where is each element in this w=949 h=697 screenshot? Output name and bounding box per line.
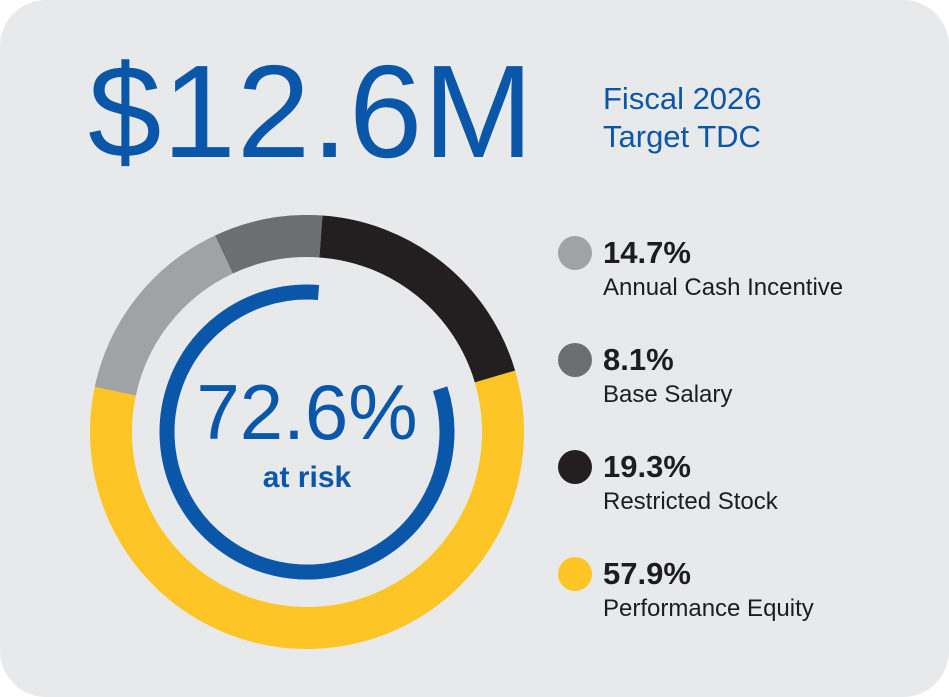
- legend-value: 8.1%: [603, 342, 674, 377]
- donut-slice-annual-cash-incentive: [94, 235, 234, 397]
- subtitle-line-2: Target TDC: [603, 119, 761, 154]
- legend-label: Restricted Stock: [603, 488, 778, 515]
- at-risk-label: at risk: [262, 461, 352, 494]
- legend-value: 14.7%: [603, 235, 691, 270]
- legend-item: 8.1% Base Salary: [556, 337, 936, 444]
- legend-item: 57.9% Performance Equity: [556, 551, 936, 658]
- legend-item: 19.3% Restricted Stock: [556, 444, 936, 551]
- headline-amount: $12.6M: [88, 38, 535, 185]
- legend-value: 19.3%: [603, 449, 691, 484]
- legend-swatch: [558, 343, 592, 377]
- subtitle-line-1: Fiscal 2026: [603, 81, 762, 116]
- chart-legend: 14.7% Annual Cash Incentive 8.1% Base Sa…: [556, 230, 936, 658]
- at-risk-value: 72.6%: [196, 368, 418, 456]
- legend-label: Base Salary: [603, 381, 733, 408]
- legend-value: 57.9%: [603, 556, 691, 591]
- donut-slice-base-salary: [215, 215, 323, 274]
- legend-swatch: [558, 450, 592, 484]
- donut-chart: 72.6% at risk: [90, 215, 524, 649]
- legend-item: 14.7% Annual Cash Incentive: [556, 230, 936, 337]
- legend-label: Performance Equity: [603, 595, 814, 622]
- legend-swatch: [558, 236, 592, 270]
- donut-slice-performance-equity: [90, 370, 524, 649]
- legend-label: Annual Cash Incentive: [603, 274, 844, 301]
- legend-swatch: [558, 557, 592, 591]
- donut-chart-svg: [90, 215, 524, 649]
- at-risk-arc: [159, 284, 455, 580]
- donut-slice-restricted-stock: [319, 215, 516, 383]
- headline-subtitle: Fiscal 2026 Target TDC: [603, 80, 762, 156]
